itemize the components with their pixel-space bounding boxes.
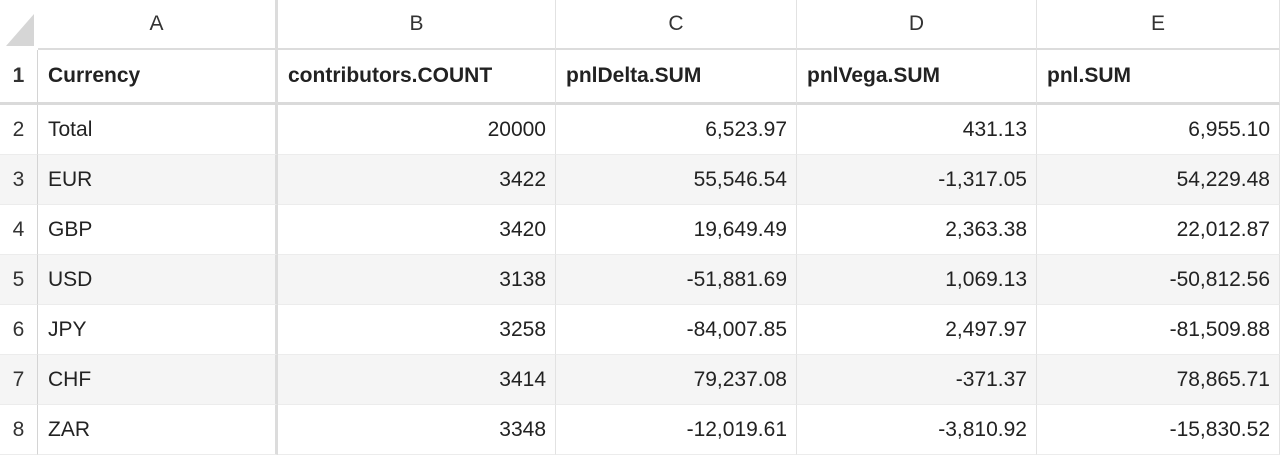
row-number[interactable]: 8 xyxy=(0,405,38,455)
column-header[interactable]: C xyxy=(556,0,797,50)
corner-triangle xyxy=(6,14,34,46)
value-cell[interactable]: 3414 xyxy=(278,355,556,405)
value-cell[interactable]: 3258 xyxy=(278,305,556,355)
label-cell[interactable]: Total xyxy=(38,105,278,155)
value-cell[interactable]: 6,955.10 xyxy=(1037,105,1280,155)
value-cell[interactable]: 431.13 xyxy=(797,105,1037,155)
label-cell[interactable]: USD xyxy=(38,255,278,305)
header-cell[interactable]: pnl.SUM xyxy=(1037,50,1280,105)
label-cell[interactable]: ZAR xyxy=(38,405,278,455)
column-header[interactable]: A xyxy=(38,0,278,50)
value-cell[interactable]: 3348 xyxy=(278,405,556,455)
row-number[interactable]: 1 xyxy=(0,50,38,105)
row-number[interactable]: 2 xyxy=(0,105,38,155)
row-number[interactable]: 4 xyxy=(0,205,38,255)
header-cell[interactable]: pnlDelta.SUM xyxy=(556,50,797,105)
value-cell[interactable]: -371.37 xyxy=(797,355,1037,405)
label-cell[interactable]: EUR xyxy=(38,155,278,205)
value-cell[interactable]: 78,865.71 xyxy=(1037,355,1280,405)
value-cell[interactable]: 1,069.13 xyxy=(797,255,1037,305)
value-cell[interactable]: 6,523.97 xyxy=(556,105,797,155)
value-cell[interactable]: -1,317.05 xyxy=(797,155,1037,205)
header-cell[interactable]: pnlVega.SUM xyxy=(797,50,1037,105)
value-cell[interactable]: 3138 xyxy=(278,255,556,305)
header-cell[interactable]: Currency xyxy=(38,50,278,105)
value-cell[interactable]: 2,363.38 xyxy=(797,205,1037,255)
value-cell[interactable]: -84,007.85 xyxy=(556,305,797,355)
value-cell[interactable]: -12,019.61 xyxy=(556,405,797,455)
column-header[interactable]: E xyxy=(1037,0,1280,50)
label-cell[interactable]: GBP xyxy=(38,205,278,255)
value-cell[interactable]: 79,237.08 xyxy=(556,355,797,405)
column-header[interactable]: B xyxy=(278,0,556,50)
header-cell[interactable]: contributors.COUNT xyxy=(278,50,556,105)
value-cell[interactable]: 22,012.87 xyxy=(1037,205,1280,255)
value-cell[interactable]: 20000 xyxy=(278,105,556,155)
column-header[interactable]: D xyxy=(797,0,1037,50)
label-cell[interactable]: JPY xyxy=(38,305,278,355)
select-all-corner[interactable] xyxy=(0,0,38,50)
value-cell[interactable]: -51,881.69 xyxy=(556,255,797,305)
value-cell[interactable]: 55,546.54 xyxy=(556,155,797,205)
value-cell[interactable]: -50,812.56 xyxy=(1037,255,1280,305)
value-cell[interactable]: 19,649.49 xyxy=(556,205,797,255)
value-cell[interactable]: -81,509.88 xyxy=(1037,305,1280,355)
row-number[interactable]: 5 xyxy=(0,255,38,305)
value-cell[interactable]: 54,229.48 xyxy=(1037,155,1280,205)
label-cell[interactable]: CHF xyxy=(38,355,278,405)
value-cell[interactable]: 2,497.97 xyxy=(797,305,1037,355)
value-cell[interactable]: -15,830.52 xyxy=(1037,405,1280,455)
row-number[interactable]: 6 xyxy=(0,305,38,355)
value-cell[interactable]: 3420 xyxy=(278,205,556,255)
value-cell[interactable]: 3422 xyxy=(278,155,556,205)
row-number[interactable]: 3 xyxy=(0,155,38,205)
row-number[interactable]: 7 xyxy=(0,355,38,405)
value-cell[interactable]: -3,810.92 xyxy=(797,405,1037,455)
